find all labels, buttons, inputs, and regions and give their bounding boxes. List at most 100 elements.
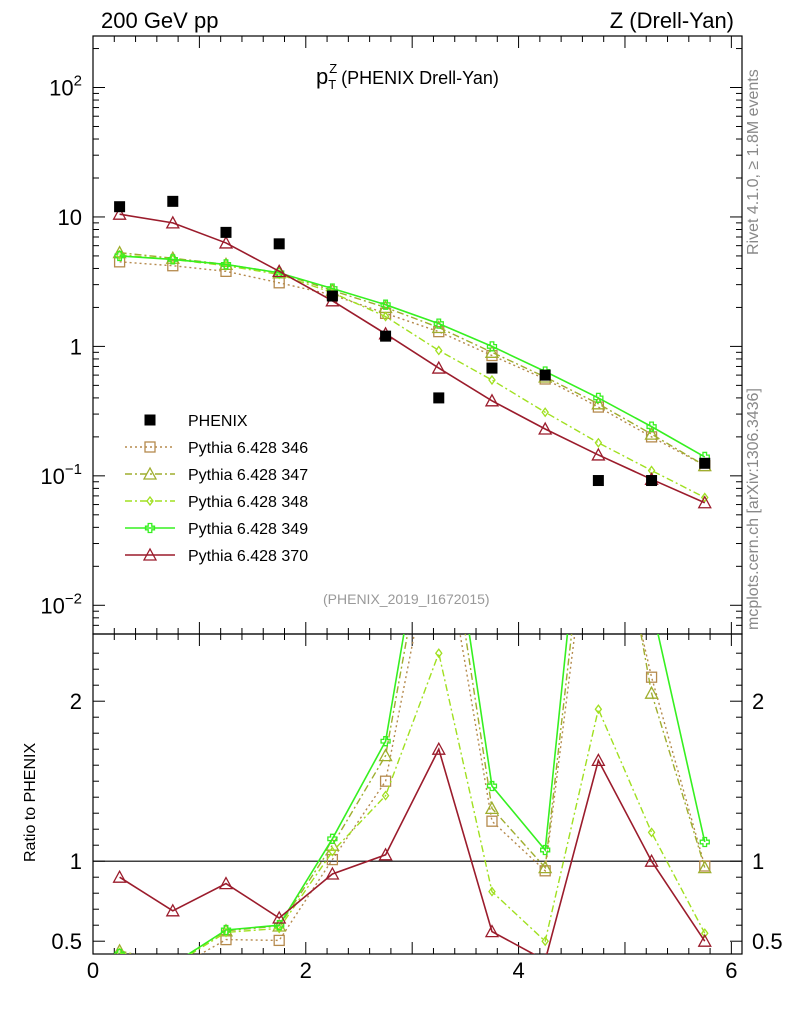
analysis-id-watermark: (PHENIX_2019_I1672015) — [323, 591, 490, 607]
data-point — [433, 318, 444, 329]
ratio-point — [544, 953, 546, 954]
legend-entry: Pythia 6.428 347 — [125, 466, 308, 484]
legend-marker — [144, 414, 156, 426]
data-point — [431, 360, 446, 374]
ratio-point — [381, 790, 390, 801]
main-y-tick-label: 10−1 — [40, 461, 82, 489]
x-tick-label: 4 — [512, 958, 524, 983]
ratio-point — [541, 936, 549, 947]
data-point — [646, 421, 657, 432]
data-point — [112, 245, 127, 259]
legend-entry: Pythia 6.428 348 — [125, 494, 308, 511]
legend-entry: Pythia 6.428 349 — [125, 521, 308, 538]
data-point — [486, 362, 498, 374]
ratio-point — [697, 933, 712, 947]
rivet-version-label: Rivet 4.1.0, ≥ 1.8M events — [745, 69, 762, 255]
header-right-label: Z (Drell-Yan) — [609, 8, 734, 33]
series-line — [119, 213, 706, 504]
ratio-panel-series — [112, 329, 712, 969]
ratio-point — [115, 955, 125, 965]
legend-label: Pythia 6.428 349 — [188, 521, 308, 538]
main-y-tick-label-base: 10 — [40, 593, 64, 618]
data-point — [434, 345, 443, 356]
main-y-tick-label: 10 — [58, 205, 82, 230]
data-point — [592, 475, 604, 487]
ratio-point — [699, 836, 710, 848]
main-y-tick-label-base: 10 — [58, 205, 82, 230]
data-point — [114, 201, 126, 213]
main-panel-series — [112, 195, 712, 509]
main-panel-frame — [92, 35, 743, 635]
main-y-tick-label-exponent: 2 — [74, 73, 82, 90]
x-tick-label: 6 — [725, 958, 737, 983]
data-point — [381, 311, 390, 322]
ratio-point — [594, 329, 603, 338]
ratio-y-tick-label-left: 2 — [70, 689, 82, 714]
main-y-tick-label: 10−2 — [40, 590, 82, 618]
ratio-panel-ticks: 0.5 0.5 1 1 2 2 0 2 4 6 — [51, 634, 783, 983]
data-point — [594, 437, 603, 448]
ratio-series-line — [119, 650, 706, 954]
title-subscript: T — [328, 77, 337, 92]
series-pythia-6-428-349 — [114, 250, 710, 463]
title-text: (PHENIX Drell-Yan) — [341, 68, 499, 88]
ratio-y-tick-label-right: 2 — [752, 689, 764, 714]
ratio-point — [433, 455, 445, 466]
ratio-point — [644, 853, 659, 867]
ratio-point — [594, 704, 603, 715]
ratio-y-tick-label-left: 1 — [70, 849, 82, 874]
ratio-point — [220, 924, 232, 936]
ratio-point — [325, 866, 340, 880]
legend: PHENIX Pythia 6.428 346 Pythia 6.428 347 Py… — [125, 413, 308, 565]
ratio-point — [540, 844, 551, 856]
ratio-point — [327, 833, 338, 844]
data-point — [541, 407, 549, 418]
ratio-point — [112, 869, 127, 883]
ratio-y-tick-label-left: 0.5 — [51, 929, 82, 954]
data-point — [538, 421, 553, 435]
ratio-point — [167, 958, 179, 969]
data-point — [593, 392, 604, 404]
ratio-point — [647, 827, 656, 838]
ratio-point — [378, 748, 393, 762]
data-point — [539, 369, 551, 381]
data-point — [220, 226, 232, 238]
legend-entry: Pythia 6.428 370 — [125, 547, 308, 565]
data-point — [273, 238, 285, 250]
legend-entry: Pythia 6.428 346 — [125, 440, 308, 457]
ratio-point — [378, 847, 393, 861]
ratio-point — [168, 960, 177, 969]
ratio-point — [538, 860, 553, 874]
ratio-y-axis-label: Ratio to PHENIX — [22, 742, 39, 862]
legend-label: Pythia 6.428 346 — [188, 440, 308, 457]
ratio-point — [697, 860, 712, 874]
ratio-point — [486, 815, 498, 827]
x-tick-label: 0 — [87, 958, 99, 983]
series-pythia-6-428-370 — [112, 206, 712, 509]
plot-title: pZT (PHENIX Drell-Yan) — [316, 61, 499, 92]
data-point — [218, 235, 234, 249]
ratio-point — [645, 671, 658, 683]
ratio-point — [484, 924, 500, 938]
ratio-point — [380, 736, 391, 747]
legend-label: Pythia 6.428 347 — [188, 467, 308, 484]
main-y-tick-label-exponent: −2 — [65, 590, 82, 607]
data-point — [433, 392, 445, 404]
mcplots-source-label: mcplots.cern.ch [arXiv:1306.3436] — [745, 388, 762, 630]
data-point — [114, 250, 125, 262]
data-point — [326, 290, 338, 302]
series-phenix — [114, 195, 711, 487]
series-line — [119, 255, 706, 458]
ratio-point — [591, 753, 606, 767]
ratio-point — [700, 928, 709, 939]
legend-label: PHENIX — [188, 413, 248, 430]
main-y-tick-label-base: 10 — [40, 464, 64, 489]
title-symbol: p — [316, 64, 329, 89]
main-y-tick-label-base: 10 — [49, 76, 73, 101]
legend-entry: PHENIX — [144, 413, 248, 430]
ratio-point — [113, 943, 126, 954]
data-point — [699, 457, 711, 469]
ratio-point — [170, 961, 176, 969]
main-y-tick-label-base: 1 — [70, 334, 82, 359]
